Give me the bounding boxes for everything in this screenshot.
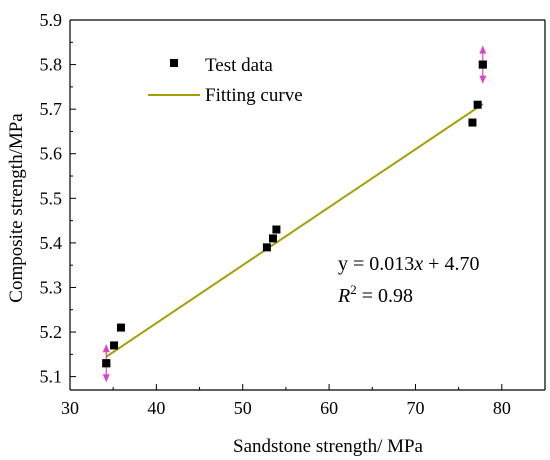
legend-label-test-data: Test data [205,55,273,76]
x-tick-label: 60 [320,398,338,418]
data-point-highlighted [478,60,487,69]
data-point [116,323,125,332]
data-point [468,118,477,127]
legend-label-fitting-curve: Fitting curve [205,85,303,106]
r-squared-value: = 0.98 [357,285,413,307]
fit-equation-rhs: + 4.70 [423,253,479,275]
y-tick-label: 5.8 [40,55,63,75]
data-point [272,225,281,234]
data-point [110,341,119,350]
r-squared: R2 = 0.98 [337,282,413,307]
error-arrow-head-down [479,75,487,84]
y-tick-label: 5.3 [40,277,63,297]
fit-equation-var: x [413,253,423,275]
x-tick-label: 70 [406,398,424,418]
error-arrows-layer [102,45,487,383]
x-tick-label: 30 [61,398,79,418]
fit-equation: y = 0.013x + 4.70 [338,253,479,275]
y-tick-label: 5.7 [40,99,63,119]
y-tick-label: 5.4 [40,233,63,253]
fitting-curve-line [105,103,484,358]
x-axis-title: Sandstone strength/ MPa [233,436,424,457]
axes: 30 40 50 60 70 80 5.1 5.2 5.3 5.4 5.5 5.6 5.7 5.8 5.9 [40,10,546,418]
x-tick-label: 80 [493,398,511,418]
r-squared-superscript: 2 [350,282,357,297]
y-tick-label: 5.6 [40,144,63,164]
error-arrow-head-down [102,374,110,383]
fit-line-layer [105,103,484,358]
y-tick-label: 5.9 [40,10,63,30]
legend-marker-test-data [170,59,178,67]
x-tick-label: 40 [147,398,165,418]
data-point-highlighted [102,359,111,368]
equation-annotation: y = 0.013x + 4.70 R2 = 0.98 [337,253,479,307]
data-point [473,100,482,109]
legend: Test data Fitting curve [148,55,303,106]
r-squared-symbol: R [337,285,350,307]
data-point [268,234,277,243]
error-arrow-head-up [479,45,487,54]
y-tick-label: 5.5 [40,188,63,208]
y-axis-title: Composite strength/MPa [6,113,27,303]
x-tick-label: 50 [234,398,252,418]
y-tick-label: 5.2 [40,322,63,342]
data-point [262,243,271,252]
error-arrow-head-up [102,344,110,353]
y-tick-label: 5.1 [40,367,63,387]
fit-equation-lhs: y = 0.013 [338,253,414,275]
